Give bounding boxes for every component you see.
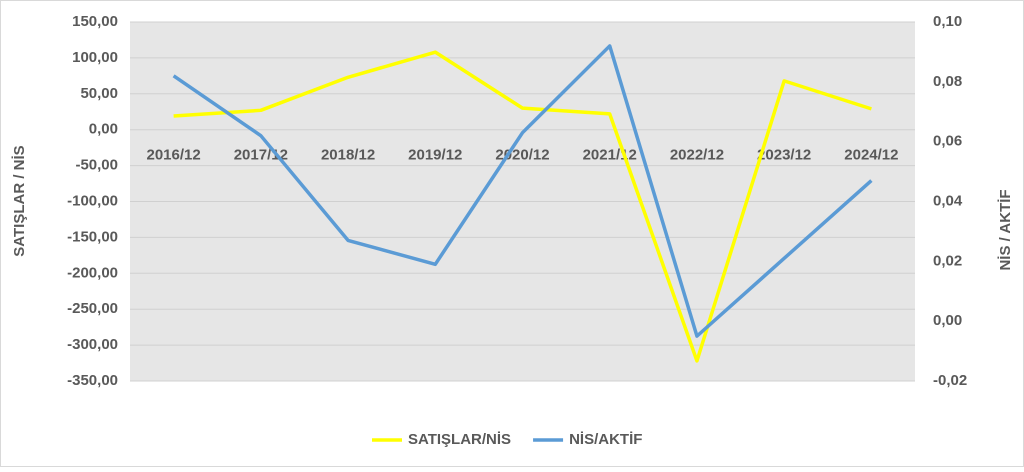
y-tick-label: 150,00 [72, 13, 118, 30]
y-tick-label: 0,00 [89, 121, 118, 138]
y-tick-label: -300,00 [67, 336, 118, 353]
y2-tick-label: 0,08 [933, 73, 962, 90]
y2-tick-label: 0,00 [933, 312, 962, 329]
y2-tick-label: -0,02 [933, 372, 967, 389]
y-tick-label: -200,00 [67, 264, 118, 281]
y-tick-label: -250,00 [67, 300, 118, 317]
series-line [172, 44, 873, 338]
legend-label: SATIŞLAR/NİS [408, 431, 511, 448]
legend-label: NİS/AKTİF [569, 431, 642, 448]
y2-tick-label: 0,06 [933, 133, 962, 150]
y-tick-label: -350,00 [67, 372, 118, 389]
x-tick-label: 2018/12 [321, 147, 375, 164]
x-tick-label: 2022/12 [670, 147, 724, 164]
y-tick-label: -100,00 [67, 192, 118, 209]
y-axis-title: SATIŞLAR / NİS [11, 145, 28, 256]
x-tick-label: 2024/12 [844, 147, 898, 164]
y-tick-label: -150,00 [67, 228, 118, 245]
series-line [173, 50, 872, 363]
x-tick-label: 2021/12 [583, 147, 637, 164]
y-tick-label: 50,00 [80, 85, 118, 102]
x-tick-label: 2023/12 [757, 147, 811, 164]
y2-tick-label: 0,10 [933, 13, 962, 30]
x-tick-label: 2016/12 [146, 147, 200, 164]
y2-axis-title: NİS / AKTİF [997, 189, 1014, 270]
y-tick-label: 100,00 [72, 49, 118, 66]
y2-tick-label: 0,02 [933, 252, 962, 269]
y2-tick-label: 0,04 [933, 192, 963, 209]
y-tick-label: -50,00 [75, 157, 118, 174]
x-tick-label: 2019/12 [408, 147, 462, 164]
